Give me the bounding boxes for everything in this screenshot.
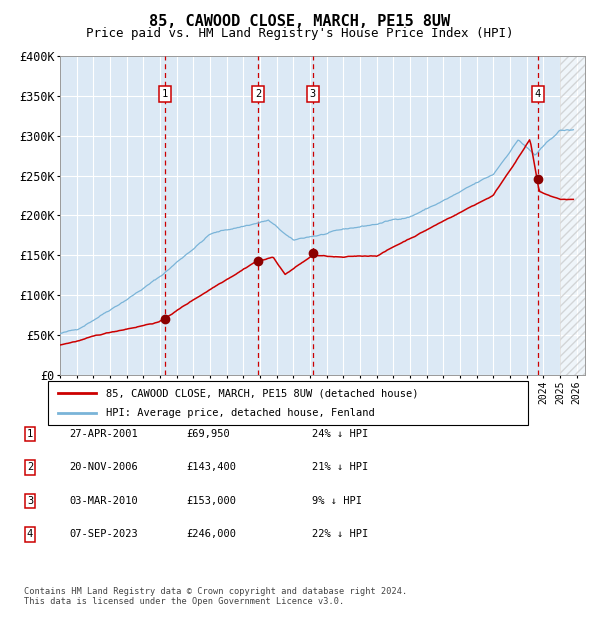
Text: 4: 4 [27, 529, 33, 539]
Text: 03-MAR-2010: 03-MAR-2010 [69, 496, 138, 506]
Text: 3: 3 [27, 496, 33, 506]
Text: 27-APR-2001: 27-APR-2001 [69, 429, 138, 439]
Text: HPI: Average price, detached house, Fenland: HPI: Average price, detached house, Fenl… [106, 407, 374, 417]
Text: £246,000: £246,000 [186, 529, 236, 539]
Text: 9% ↓ HPI: 9% ↓ HPI [312, 496, 362, 506]
Text: 24% ↓ HPI: 24% ↓ HPI [312, 429, 368, 439]
Text: 4: 4 [535, 89, 541, 99]
Text: 20-NOV-2006: 20-NOV-2006 [69, 463, 138, 472]
Text: Contains HM Land Registry data © Crown copyright and database right 2024.
This d: Contains HM Land Registry data © Crown c… [24, 587, 407, 606]
Text: 21% ↓ HPI: 21% ↓ HPI [312, 463, 368, 472]
Text: 85, CAWOOD CLOSE, MARCH, PE15 8UW: 85, CAWOOD CLOSE, MARCH, PE15 8UW [149, 14, 451, 29]
Text: 3: 3 [310, 89, 316, 99]
Text: 2: 2 [27, 463, 33, 472]
Text: £153,000: £153,000 [186, 496, 236, 506]
Text: Price paid vs. HM Land Registry's House Price Index (HPI): Price paid vs. HM Land Registry's House … [86, 27, 514, 40]
Text: 07-SEP-2023: 07-SEP-2023 [69, 529, 138, 539]
Text: 22% ↓ HPI: 22% ↓ HPI [312, 529, 368, 539]
Text: £143,400: £143,400 [186, 463, 236, 472]
Text: 1: 1 [162, 89, 169, 99]
Text: 2: 2 [255, 89, 261, 99]
Text: £69,950: £69,950 [186, 429, 230, 439]
FancyBboxPatch shape [48, 381, 528, 425]
Text: 1: 1 [27, 429, 33, 439]
Bar [560, 56, 585, 375]
Text: 85, CAWOOD CLOSE, MARCH, PE15 8UW (detached house): 85, CAWOOD CLOSE, MARCH, PE15 8UW (detac… [106, 389, 418, 399]
